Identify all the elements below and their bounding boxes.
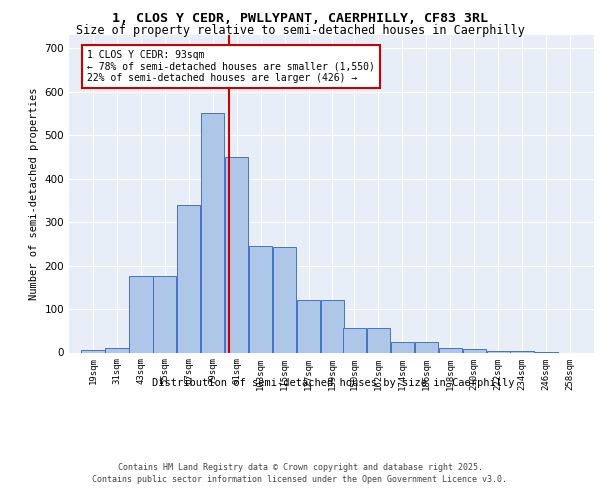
Bar <box>463 349 486 352</box>
Bar <box>249 246 272 352</box>
Y-axis label: Number of semi-detached properties: Number of semi-detached properties <box>29 88 39 300</box>
Text: Contains public sector information licensed under the Open Government Licence v3: Contains public sector information licen… <box>92 475 508 484</box>
Bar <box>415 342 438 352</box>
Bar <box>153 276 176 352</box>
Bar <box>321 300 344 352</box>
Bar <box>273 247 296 352</box>
Bar <box>177 204 200 352</box>
Text: Size of property relative to semi-detached houses in Caerphilly: Size of property relative to semi-detach… <box>76 24 524 37</box>
Bar <box>225 157 248 352</box>
Text: Distribution of semi-detached houses by size in Caerphilly: Distribution of semi-detached houses by … <box>152 378 514 388</box>
Bar <box>487 351 510 352</box>
Bar <box>297 300 320 352</box>
Bar <box>105 348 128 352</box>
Bar <box>129 276 152 352</box>
Text: Contains HM Land Registry data © Crown copyright and database right 2025.: Contains HM Land Registry data © Crown c… <box>118 462 482 471</box>
Bar <box>391 342 414 352</box>
Text: 1 CLOS Y CEDR: 93sqm
← 78% of semi-detached houses are smaller (1,550)
22% of se: 1 CLOS Y CEDR: 93sqm ← 78% of semi-detac… <box>87 50 375 84</box>
Bar <box>343 328 366 352</box>
Bar <box>367 328 390 352</box>
Bar <box>511 351 534 352</box>
Bar <box>439 348 462 352</box>
Bar <box>201 114 224 352</box>
Text: 1, CLOS Y CEDR, PWLLYPANT, CAERPHILLY, CF83 3RL: 1, CLOS Y CEDR, PWLLYPANT, CAERPHILLY, C… <box>112 12 488 26</box>
Bar <box>81 350 104 352</box>
